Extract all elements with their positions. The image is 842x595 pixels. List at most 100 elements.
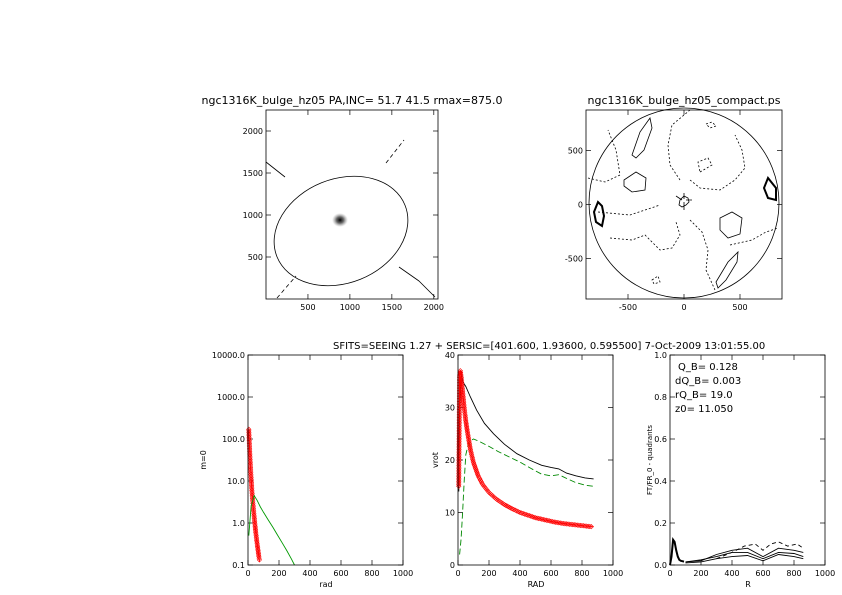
panel-4-series-3-marker xyxy=(466,440,472,446)
panel-3-series-1-marker xyxy=(248,468,254,474)
panel-1-ytick-label: 500 xyxy=(248,253,263,262)
panel-3-series-1-marker xyxy=(246,433,252,439)
panel-4-series-3-marker xyxy=(474,470,480,476)
panel-4-series-3-marker xyxy=(466,437,472,443)
panel-3-series-1-marker xyxy=(247,465,254,471)
panel-4-series-3-marker xyxy=(526,513,532,519)
panel-4-series-3-marker xyxy=(472,464,478,470)
panel-4-series-3-marker xyxy=(563,521,570,527)
panel-4-series-3-marker xyxy=(465,431,471,437)
panel-4-series-3-marker xyxy=(459,381,465,387)
center-flower-contour xyxy=(675,193,692,210)
panel-3-xtick-label: 200 xyxy=(271,569,286,578)
panel-5-series-4-line xyxy=(685,554,804,564)
panel-3-series-1-marker xyxy=(252,519,258,525)
panel-3-series-1-marker xyxy=(246,431,252,437)
panel-4-series-3-marker xyxy=(461,408,468,414)
panel-4-series-3-marker xyxy=(584,523,590,529)
panel-4-series-3-marker xyxy=(554,519,560,526)
panel-4-series-3-marker xyxy=(464,428,470,434)
panel-4-series-3-marker xyxy=(522,511,528,517)
panel-4-xtick-label: 1000 xyxy=(603,569,623,578)
panel-3-series-1-marker xyxy=(254,540,260,547)
panel-4-series-3-marker xyxy=(549,518,556,525)
panel-3-series-1-marker xyxy=(251,515,257,522)
panel-5-xtick-label: 600 xyxy=(755,569,770,578)
panel-4-series-3-marker xyxy=(517,509,523,516)
boundary-circle xyxy=(588,107,780,299)
annotation-q-b: Q_B= 0.128 xyxy=(678,362,738,373)
panel-5: 0 200 400 600 800 1000 0.0 0.2 0.4 0.6 0.8 1.0 R FT… xyxy=(646,351,835,589)
panel-4-series-3-marker xyxy=(559,520,565,526)
panel-4-series-3-marker xyxy=(463,422,470,428)
panel-4-series-3-marker xyxy=(460,395,466,401)
panel-3-xlabel: rad xyxy=(319,580,332,589)
outer-ellipse-contour xyxy=(273,175,409,287)
panel-4-series-3-marker xyxy=(532,515,539,521)
panel-4-series-3-marker xyxy=(459,379,465,385)
panel-1-xtick-label: 1500 xyxy=(382,303,402,312)
panel-4-series-3-marker xyxy=(566,521,573,527)
fit-info-title: SFITS=SEEING 1.27 + SERSIC=[401.600, 1.9… xyxy=(333,341,765,352)
panel-3-series-1-marker xyxy=(252,522,258,528)
panel-4-series-3-marker xyxy=(464,430,471,436)
panel-4-series-3-marker xyxy=(573,522,579,528)
panel-4-series-3-marker xyxy=(462,414,468,420)
panel-1-ytick-label: 1500 xyxy=(243,169,263,178)
panel-1-xtick-label: 1000 xyxy=(340,303,360,312)
panel-4-series-3-marker xyxy=(543,517,549,523)
panel-4-series-3-marker xyxy=(562,521,568,527)
panel-5-xtick-label: 800 xyxy=(786,569,801,578)
panel-4-series-3-marker xyxy=(534,515,540,521)
panel-3-series-1-marker xyxy=(248,482,255,489)
panel-3-series-1-marker xyxy=(246,426,252,432)
panel-3-xtick-label: 0 xyxy=(245,569,250,578)
panel-3-series-1-marker xyxy=(251,512,257,518)
panel-4-series-3-marker xyxy=(466,439,472,445)
panel-2-xtick-label: -500 xyxy=(619,303,637,312)
panel-4-series-3-marker xyxy=(542,517,548,523)
panel-4-series-3-marker xyxy=(557,520,563,526)
annotation-dq-b: dQ_B= 0.003 xyxy=(675,376,741,387)
panel-4-series-3-marker xyxy=(465,433,471,439)
panel-3-series-1-marker xyxy=(253,531,259,537)
panel-3-series-1-marker xyxy=(247,458,253,464)
panel-3-series-1-marker xyxy=(248,478,254,484)
panel-3-series-1-marker xyxy=(248,471,254,477)
panel-3: 0 200 400 600 800 1000 10000.0 1000.0 100.0 10.0 1… xyxy=(199,351,413,589)
panel-3-series-1-marker xyxy=(253,532,259,539)
panel-3-series-1-marker xyxy=(254,543,261,549)
panel-5-xtick-label: 400 xyxy=(724,569,739,578)
panel-1-xtick-label: 500 xyxy=(300,303,315,312)
panel-4-series-3-marker xyxy=(460,390,466,396)
panel-3-series-1-marker xyxy=(256,555,262,561)
panel-4-series-3-marker xyxy=(505,504,511,510)
panel-4-series-3-marker xyxy=(580,523,587,529)
panel-3-series-1-marker xyxy=(250,500,256,507)
panel-4-series-2-line xyxy=(459,438,594,555)
panel-4-series-3-marker xyxy=(525,512,531,518)
panel-4-series-3-marker xyxy=(553,519,559,525)
panel-3-xtick-label: 800 xyxy=(364,569,379,578)
panel-3-series-1-marker xyxy=(248,479,255,486)
panel-4-series-3-marker xyxy=(518,510,525,516)
panel-5-xtick-label: 1000 xyxy=(815,569,835,578)
panel-4-series-3-marker xyxy=(556,520,562,526)
panel-3-series-1-marker xyxy=(255,549,261,555)
panel-4-series-3-marker xyxy=(571,522,577,528)
panel-2-ticks: -500 0 500 -500 0 500 xyxy=(565,110,782,312)
panel-4-series-3-marker xyxy=(528,513,534,519)
panel-4-series-3-marker xyxy=(459,387,466,393)
panel-3-series-1-marker xyxy=(247,460,253,466)
panel-5-frame xyxy=(669,354,826,566)
panel-5-ytick-label: 0.8 xyxy=(654,393,667,402)
panel-3-xtick-label: 400 xyxy=(302,569,317,578)
panel-4-xtick-label: 0 xyxy=(455,569,460,578)
panel-3-series-1-marker xyxy=(249,492,255,498)
panel-4-series-3-marker xyxy=(460,398,467,404)
panel-3-series-1-marker xyxy=(251,510,257,517)
panel-4-series-3-marker xyxy=(458,371,464,377)
panel-3-ticks: 0 200 400 600 800 1000 10000.0 1000.0 100.0 10.0 1… xyxy=(212,351,413,578)
panel-4-frame xyxy=(457,354,614,566)
panel-3-series-1-marker xyxy=(250,507,257,513)
